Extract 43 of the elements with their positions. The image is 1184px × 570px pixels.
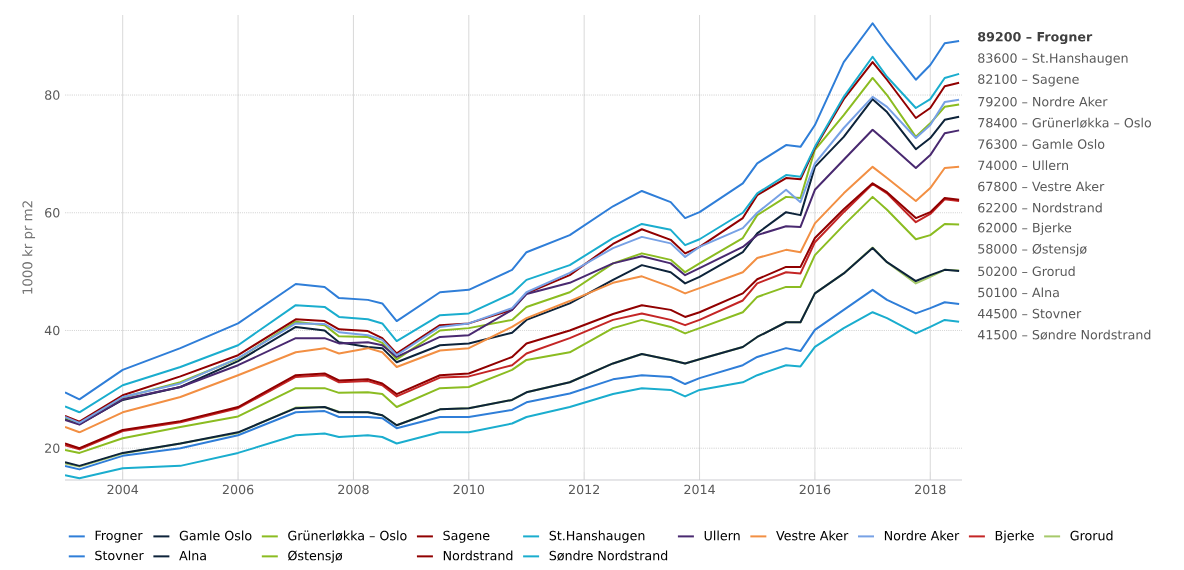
legend-label: Alna: [179, 550, 206, 561]
text: 58000 – Østensjø: [978, 243, 1087, 257]
text: 50100 – Alna: [978, 287, 1059, 298]
x-tick-label: 2006: [222, 484, 254, 495]
y-tick-label: 20: [45, 443, 60, 453]
text: 74000 – Ullern: [978, 160, 1068, 171]
text: 62200 – Nordstrand: [978, 202, 1102, 213]
x-tick-label: 2018: [915, 484, 946, 495]
legend-label: Stovner: [95, 550, 144, 561]
y-tick-label: 80: [45, 90, 60, 100]
text: 76300 – Gamle Oslo: [978, 139, 1105, 149]
legend-label: Nordstrand: [443, 550, 513, 561]
x-tick-label: 2014: [684, 484, 715, 495]
y-tick-label: 40: [44, 325, 60, 336]
legend-label: Sagene: [443, 530, 490, 543]
x-tick-label: 2004: [107, 484, 139, 495]
text: 62000 – Bjerke: [978, 222, 1072, 235]
text: 50200 – Grorud: [978, 266, 1075, 277]
text: 41500 – Søndre Nordstrand: [977, 329, 1151, 340]
x-tick-label: 2012: [568, 484, 600, 495]
y-axis-title: 1000 kr pr m2: [22, 201, 36, 294]
legend-label: Grorud: [1070, 530, 1113, 541]
x-tick-label: 2008: [338, 484, 369, 495]
text: 89200 – Frogner: [978, 31, 1093, 45]
text: 67800 – Vestre Aker: [978, 181, 1105, 192]
text: 78400 – Grünerløkka – Oslo: [978, 117, 1152, 128]
x-tick-label: 2010: [453, 484, 485, 495]
text: 83600 – St.Hanshaugen: [978, 53, 1128, 66]
legend-label: Ullern: [704, 530, 740, 541]
legend-label: Østensjø: [288, 550, 343, 563]
legend-label: Grünerløkka – Oslo: [288, 530, 407, 541]
legend-label: Frogner: [95, 530, 143, 543]
legend-label: Søndre Nordstrand: [549, 550, 668, 561]
legend-label: Nordre Aker: [884, 530, 960, 541]
text: 82100 – Sagene: [978, 74, 1079, 87]
x-tick-label: 2016: [799, 484, 831, 495]
legend-label: Bjerke: [995, 530, 1034, 543]
legend-label: Gamle Oslo: [179, 530, 252, 541]
legend-label: Vestre Aker: [776, 530, 849, 541]
y-tick-label: 60: [45, 207, 60, 218]
text: 79200 – Nordre Aker: [978, 96, 1108, 107]
text: 44500 – Stovner: [977, 308, 1082, 319]
legend-label: St.Hanshaugen: [549, 530, 645, 543]
